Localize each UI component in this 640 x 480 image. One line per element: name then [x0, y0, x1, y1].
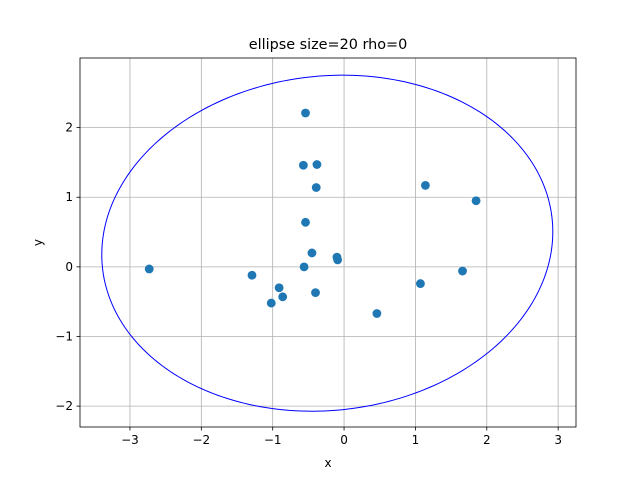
x-tick-label: −1	[264, 433, 282, 447]
data-point	[301, 108, 310, 118]
x-tick-label: −2	[192, 433, 210, 447]
x-tick-label: 1	[412, 433, 420, 447]
x-axis-label: x	[324, 456, 331, 470]
ellipse-layer	[101, 74, 554, 412]
x-tick-label: 2	[483, 433, 491, 447]
y-tick-label: 2	[65, 121, 73, 135]
data-point	[333, 255, 343, 265]
data-point	[274, 283, 284, 293]
data-point	[458, 266, 467, 276]
y-tick-label: −1	[55, 329, 73, 343]
data-point	[471, 196, 481, 206]
chart-title: ellipse size=20 rho=0	[249, 37, 408, 53]
data-point	[299, 262, 309, 272]
data-point	[266, 298, 276, 308]
data-point	[421, 181, 430, 190]
plot-frame	[79, 57, 577, 428]
data-points	[144, 108, 481, 318]
grid-lines	[80, 58, 576, 427]
y-tick-label: −2	[55, 399, 73, 413]
x-axis-ticks: −3 −2 −1 0 1 2 3	[121, 427, 562, 447]
x-tick-label: 3	[554, 433, 562, 447]
data-point	[416, 279, 425, 288]
y-tick-label: 1	[65, 190, 73, 204]
data-point	[301, 217, 310, 227]
confidence-ellipse	[101, 74, 554, 412]
x-tick-label: 0	[340, 433, 348, 447]
data-point	[298, 160, 308, 170]
data-point	[278, 292, 288, 302]
y-axis-ticks: −2 −1 0 1 2	[55, 121, 80, 413]
data-point	[312, 160, 322, 169]
data-point	[311, 183, 321, 192]
data-point	[311, 288, 320, 298]
data-point	[372, 309, 382, 318]
y-axis-label: y	[31, 239, 45, 246]
data-point	[144, 264, 154, 274]
y-tick-label: 0	[65, 260, 73, 274]
data-point	[247, 270, 257, 280]
data-point	[307, 248, 317, 258]
x-tick-label: −3	[121, 433, 139, 447]
